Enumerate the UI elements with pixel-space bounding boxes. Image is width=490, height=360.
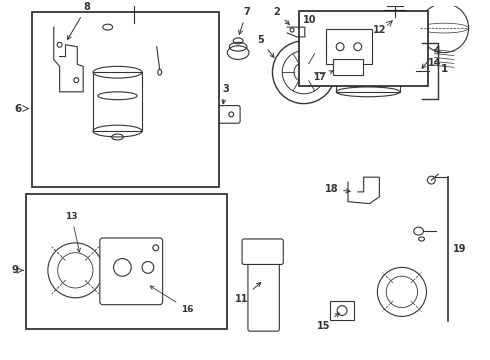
- Text: 1: 1: [441, 64, 448, 74]
- Text: 9: 9: [12, 265, 19, 275]
- FancyBboxPatch shape: [330, 301, 354, 320]
- Ellipse shape: [392, 17, 397, 20]
- FancyBboxPatch shape: [100, 238, 163, 305]
- FancyBboxPatch shape: [205, 105, 240, 123]
- Text: 3: 3: [222, 84, 229, 104]
- Text: 17: 17: [313, 71, 333, 82]
- Bar: [336, 51, 400, 92]
- FancyBboxPatch shape: [248, 257, 279, 331]
- Text: 11: 11: [235, 283, 261, 304]
- Text: 16: 16: [150, 286, 194, 314]
- FancyBboxPatch shape: [384, 10, 406, 22]
- Text: 13: 13: [66, 212, 80, 252]
- Text: 19: 19: [453, 244, 466, 254]
- Text: 15: 15: [317, 313, 339, 331]
- FancyBboxPatch shape: [326, 29, 371, 64]
- Bar: [32, 12, 219, 187]
- FancyBboxPatch shape: [242, 239, 283, 265]
- Text: 7: 7: [239, 7, 250, 34]
- Text: 5: 5: [257, 35, 274, 58]
- Text: 2: 2: [273, 7, 289, 24]
- Text: 10: 10: [303, 15, 317, 25]
- Text: 6: 6: [15, 104, 22, 113]
- Text: 14: 14: [428, 58, 441, 68]
- Text: 18: 18: [324, 184, 350, 194]
- Bar: [93, 72, 142, 131]
- Text: 12: 12: [372, 25, 386, 35]
- Bar: [26, 194, 227, 329]
- Bar: [299, 12, 428, 86]
- Text: 8: 8: [68, 3, 90, 40]
- FancyBboxPatch shape: [333, 59, 363, 75]
- Text: 4: 4: [422, 46, 440, 68]
